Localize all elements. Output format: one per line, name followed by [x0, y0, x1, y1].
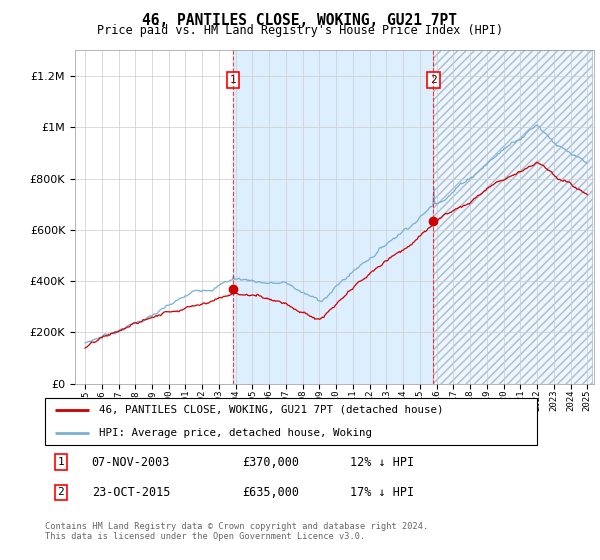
Bar	[433, 50, 592, 384]
Text: 46, PANTILES CLOSE, WOKING, GU21 7PT: 46, PANTILES CLOSE, WOKING, GU21 7PT	[143, 13, 458, 28]
Text: £370,000: £370,000	[242, 456, 299, 469]
Text: 07-NOV-2003: 07-NOV-2003	[92, 456, 170, 469]
Text: 17% ↓ HPI: 17% ↓ HPI	[350, 486, 414, 499]
Text: £635,000: £635,000	[242, 486, 299, 499]
Text: Contains HM Land Registry data © Crown copyright and database right 2024.
This d: Contains HM Land Registry data © Crown c…	[45, 522, 428, 542]
FancyBboxPatch shape	[45, 398, 537, 445]
Text: 12% ↓ HPI: 12% ↓ HPI	[350, 456, 414, 469]
Bar	[433, 50, 592, 384]
Text: HPI: Average price, detached house, Woking: HPI: Average price, detached house, Woki…	[99, 428, 372, 438]
Text: 23-OCT-2015: 23-OCT-2015	[92, 486, 170, 499]
Text: 46, PANTILES CLOSE, WOKING, GU21 7PT (detached house): 46, PANTILES CLOSE, WOKING, GU21 7PT (de…	[99, 405, 443, 415]
Text: 1: 1	[230, 75, 236, 85]
Text: Price paid vs. HM Land Registry's House Price Index (HPI): Price paid vs. HM Land Registry's House …	[97, 24, 503, 37]
Text: 2: 2	[58, 487, 64, 497]
Text: 1: 1	[58, 457, 64, 467]
Bar	[233, 50, 433, 384]
Text: 2: 2	[430, 75, 437, 85]
